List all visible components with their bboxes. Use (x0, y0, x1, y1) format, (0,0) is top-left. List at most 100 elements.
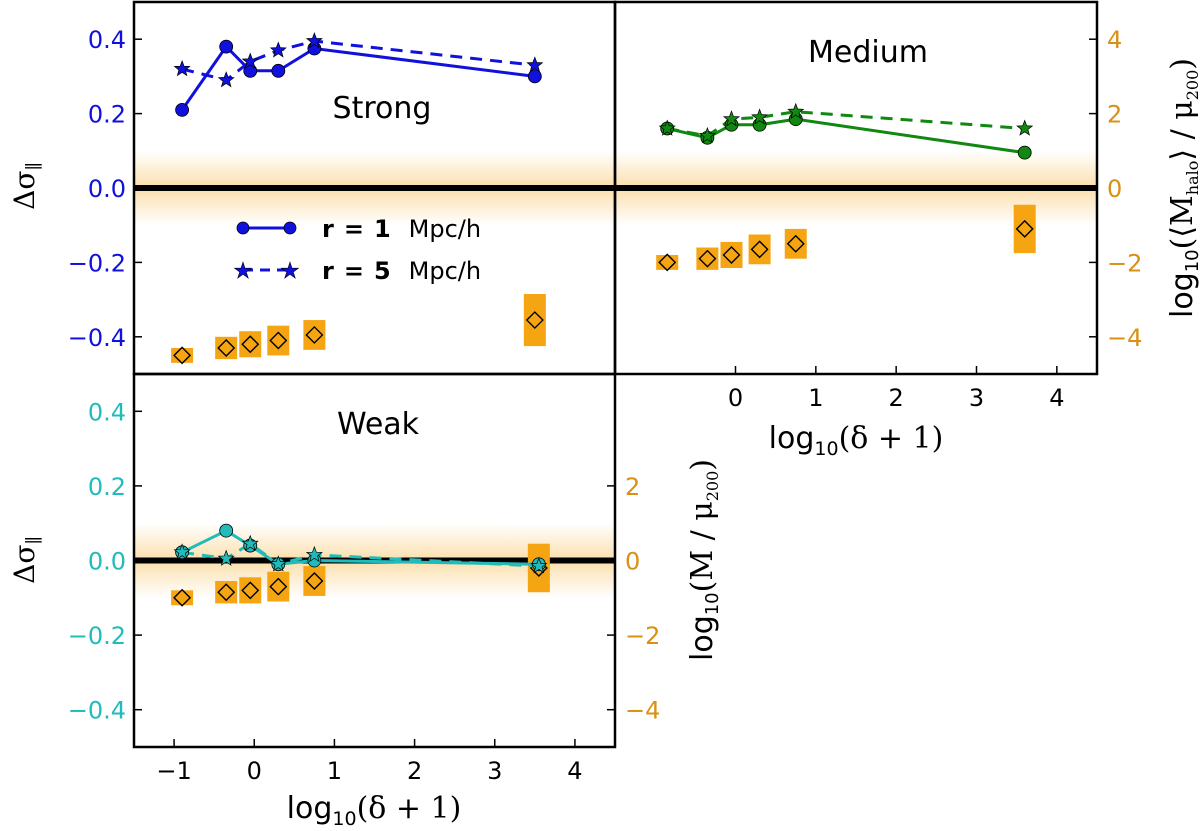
point-r5-medium (787, 102, 805, 120)
point-r1-weak (219, 523, 234, 538)
series-r5-line-medium (666, 110, 1025, 138)
panel-title-medium: Medium (808, 35, 928, 70)
right-tick-label-weak: −4 (625, 697, 660, 725)
mass-point-strong (241, 335, 260, 354)
point-r5-weak (530, 557, 548, 574)
y-axis-label-weak: Δσ∥ (8, 536, 45, 584)
x-tick-label-weak: 4 (567, 757, 582, 785)
y-tick-label-strong: −0.4 (68, 324, 126, 352)
mass-point-strong (525, 311, 544, 330)
mass-point-medium (1015, 219, 1034, 238)
point-r1-strong (527, 69, 542, 84)
mass-point-medium (722, 245, 741, 264)
point-r5-weak (173, 543, 191, 560)
mass-point-weak (269, 577, 288, 596)
right-tick-label-weak: 0 (625, 548, 640, 576)
x-tick-label-medium: 4 (1049, 384, 1064, 412)
point-r5-strong (241, 52, 259, 69)
mass-errorbar-weak (215, 581, 238, 604)
mass-errorbar-strong (523, 294, 546, 347)
point-r5-strong (269, 41, 287, 58)
point-r5-weak (217, 549, 235, 566)
point-r1-strong (271, 63, 286, 78)
right-tick-label-medium: 4 (1107, 26, 1122, 54)
right-tick-label-weak: −2 (625, 622, 660, 650)
mass-point-medium (658, 253, 677, 272)
right-tick-label-weak: 2 (625, 473, 640, 501)
mass-point-medium (750, 240, 769, 259)
mass-errorbar-medium (748, 234, 771, 265)
point-r5-weak (269, 555, 287, 572)
point-r1-strong (219, 39, 234, 54)
svg-text:★: ★ (280, 259, 300, 284)
mass-errorbar-strong (239, 331, 262, 358)
mass-errorbar-strong (215, 336, 238, 360)
point-r1-medium (1017, 145, 1032, 160)
point-r5-weak (305, 545, 323, 563)
y-tick-label-weak: −0.2 (68, 622, 126, 650)
x-tick-label-medium: 1 (808, 384, 823, 412)
y-axis-label-strong: Δσ∥ (8, 162, 45, 210)
point-r1-strong (175, 102, 190, 117)
mass-point-medium (786, 234, 805, 253)
mass-errorbar-strong (267, 325, 290, 356)
mass-point-strong (305, 325, 324, 344)
mass-errorbar-medium (696, 247, 719, 270)
x-tick-label-weak: −1 (156, 757, 191, 785)
mass-errorbar-weak (303, 566, 326, 596)
mass-errorbar-strong (303, 320, 326, 350)
x-tick-label-weak: 2 (407, 757, 422, 785)
series-r1-line-strong (180, 44, 535, 111)
x-tick-label-medium: 3 (969, 384, 984, 412)
mass-point-medium (698, 249, 717, 268)
series-r5-line-strong (181, 39, 535, 82)
x-tick-label-medium: 2 (889, 384, 904, 412)
right-tick-label-medium: 0 (1107, 175, 1122, 203)
legend-entry-r5: ★ ★ r = 5 Mpc/h (233, 257, 481, 285)
mass-errorbar-strong (171, 347, 194, 363)
right-axis-label-halo: log10(⟨Mhalo⟩ / μ200) (1165, 58, 1200, 318)
mass-errorbar-weak (171, 590, 194, 606)
x-tick-label-weak: 0 (247, 757, 262, 785)
legend-entry-r1: r = 1 Mpc/h (236, 215, 481, 243)
y-tick-label-strong: 0.4 (88, 26, 126, 54)
point-r5-medium (698, 126, 716, 144)
point-r5-medium (1016, 119, 1034, 136)
y-tick-label-strong: 0.2 (88, 101, 126, 129)
legend: r = 1 Mpc/h ★ ★ r = 5 Mpc/h (233, 215, 481, 285)
y-tick-label-strong: 0.0 (88, 175, 126, 203)
point-r5-medium (722, 110, 741, 127)
right-axis-label-weak: log10(M / μ200) (685, 459, 723, 661)
mass-point-strong (173, 346, 192, 365)
mass-errorbar-weak (267, 571, 290, 602)
mass-errorbar-weak (239, 577, 262, 604)
y-tick-label-weak: 0.0 (88, 548, 126, 576)
point-r5-strong (305, 32, 323, 49)
x-tick-label-medium: 0 (728, 384, 743, 412)
panel-title-strong: Strong (333, 91, 432, 126)
y-tick-label-weak: 0.2 (88, 473, 126, 501)
x-axis-label-medium: log10(δ + 1) (769, 421, 944, 460)
mass-point-weak (305, 572, 324, 591)
point-r5-medium (658, 119, 676, 136)
panel-title-weak: Weak (337, 407, 420, 442)
mass-errorbar-medium (720, 241, 743, 268)
y-tick-label-weak: −0.4 (68, 697, 126, 725)
right-tick-label-medium: −2 (1107, 249, 1142, 277)
point-r5-strong (173, 59, 191, 77)
mass-errorbar-medium (784, 228, 807, 259)
x-tick-label-weak: 1 (327, 757, 342, 785)
x-tick-label-weak: 3 (487, 757, 502, 785)
point-r5-medium (751, 108, 769, 125)
mass-point-weak (173, 588, 192, 607)
mass-point-weak (217, 583, 236, 602)
mass-errorbar-medium (656, 254, 679, 270)
mass-errorbar-medium (1013, 204, 1036, 254)
right-tick-label-medium: 2 (1107, 101, 1122, 129)
point-r5-strong (526, 56, 544, 73)
y-tick-label-strong: −0.2 (68, 249, 126, 277)
mass-point-strong (217, 338, 236, 357)
